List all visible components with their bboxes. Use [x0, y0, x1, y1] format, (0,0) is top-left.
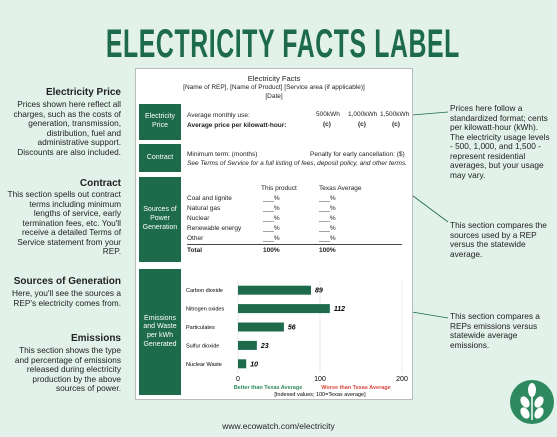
category-label: Nitrogen oxides — [186, 307, 224, 313]
value-label: 10 — [250, 361, 258, 368]
row-label: Renewable energy — [187, 225, 242, 232]
cell-value: ___% — [263, 205, 280, 212]
value-label: 89 — [315, 288, 323, 295]
contract-term: Minimum term: (months) — [187, 151, 258, 158]
cell-value: ___% — [263, 215, 280, 222]
row-label: Natural gas — [187, 205, 221, 212]
cell-value: ___% — [263, 225, 280, 232]
usage-level: 1,500kWh — [380, 111, 410, 118]
note-text: Here, you'll see the sources a REP's ele… — [11, 288, 121, 308]
total-cell: 100% — [263, 247, 280, 254]
note-text: This section shows the type and percenta… — [14, 345, 121, 394]
category-label: Sulfur dioxide — [186, 343, 219, 349]
connector — [411, 111, 449, 116]
value-label: 56 — [288, 325, 296, 332]
emissions-chart: 0 100 200 Carbon dioxide 89 Nitrogen oxides 11… — [186, 281, 408, 397]
cell-value: ___% — [319, 215, 336, 222]
category-label: Carbon dioxide — [186, 288, 223, 294]
bar — [238, 322, 284, 332]
total-cell: Total — [187, 247, 203, 254]
price-unit: (c) — [358, 121, 366, 128]
note-text: Prices shown here reflect all charges, s… — [13, 99, 121, 157]
column-header: Texas Average — [319, 185, 362, 192]
cell-value: ___% — [319, 205, 336, 212]
price-unit: (c) — [323, 121, 331, 128]
better-label: Better than Texas Average — [234, 385, 303, 391]
section-label: Contract — [139, 144, 181, 172]
value-label: 23 — [260, 343, 269, 350]
note-title: Sources of Generation — [13, 276, 121, 287]
total-cell: 100% — [319, 247, 336, 254]
label-heading: Electricity Facts — [247, 74, 301, 83]
note-title: Electricity Price — [45, 87, 121, 98]
label-subheading: [Name of REP], [Name of Product] [Servic… — [183, 84, 365, 91]
cell-value: ___% — [263, 195, 280, 202]
row-label: Coal and lignite — [187, 195, 232, 202]
logo — [510, 380, 554, 424]
row-label: Other — [187, 235, 204, 242]
cell-value: ___% — [319, 195, 336, 202]
x-tick-label: 200 — [396, 376, 408, 383]
x-axis-label: [Indexed values; 100=Texas average] — [274, 392, 366, 397]
value-label: 112 — [334, 306, 345, 313]
footer: www.ecowatch.com/electricity — [222, 421, 335, 431]
note-title: Emissions — [70, 333, 121, 344]
usage-label: Average monthly use: — [187, 112, 250, 119]
facts-label: Electricity Facts [Name of REP], [Name o… — [135, 68, 413, 400]
column-header: This product — [261, 185, 297, 192]
bar — [238, 285, 311, 295]
note-text: This section compares the sources used b… — [450, 220, 547, 259]
rule — [187, 244, 402, 245]
label-date: [Date] — [265, 93, 283, 100]
contract-note: See Terms of Service for a full listing … — [187, 160, 408, 167]
section-label: Electricity Price — [139, 104, 181, 140]
x-tick-label: 100 — [314, 376, 326, 383]
cell-value: ___% — [319, 225, 336, 232]
usage-level: 1,000kWh — [348, 111, 378, 118]
cell-value: ___% — [319, 235, 336, 242]
note-text: Prices here follow a standardized format… — [450, 103, 550, 180]
cell-value: ___% — [263, 235, 280, 242]
bar — [238, 340, 257, 350]
note-title: Contract — [79, 178, 121, 189]
section-label: Emissions and Waste per kWh Generated — [139, 269, 181, 395]
note-text: This section compares a REPs emissions v… — [450, 311, 540, 350]
page-title: ELECTRICITY FACTS LABEL — [105, 22, 460, 66]
category-label: Particulates — [186, 325, 215, 331]
x-tick-label: 0 — [236, 376, 240, 383]
contract-penalty: Penalty for early cancellation: ($) — [310, 151, 405, 158]
usage-level: 500kWh — [316, 111, 340, 118]
bar — [238, 359, 247, 369]
section-label: Sources of Power Generation — [139, 177, 181, 262]
price-label: Average price per kilowatt-hour: — [187, 122, 287, 129]
price-unit: (c) — [392, 121, 400, 128]
note-text: This section spells out contract terms i… — [7, 189, 121, 257]
category-label: Nuclear Waste — [186, 362, 222, 368]
row-label: Nuclear — [187, 215, 210, 222]
worse-label: Worse than Texas Average — [321, 385, 390, 391]
bar — [238, 304, 330, 314]
